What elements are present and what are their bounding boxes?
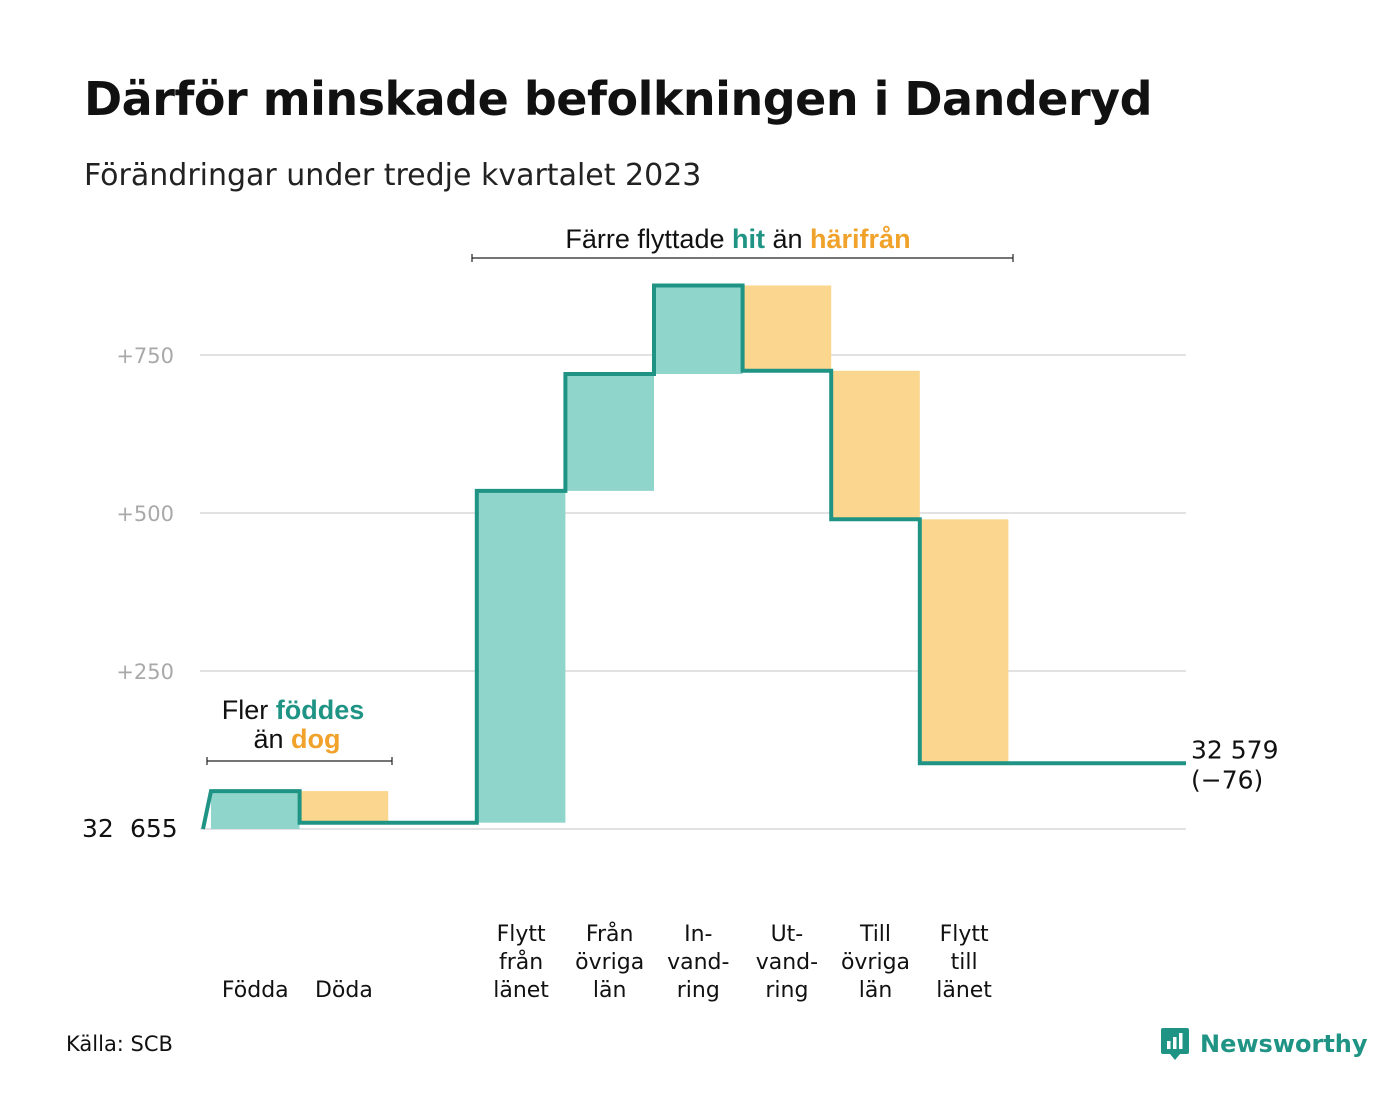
category-label: Döda xyxy=(315,978,373,1003)
y-tick-label: +500 xyxy=(116,502,174,526)
category-label: Till xyxy=(859,922,891,947)
category-label: In- xyxy=(684,922,712,947)
end-value-label: 32 579 xyxy=(1191,735,1278,764)
annotation-part: härifrån xyxy=(810,224,911,254)
brand-logo: Newsworthy xyxy=(1160,1026,1368,1062)
annotation-part: Färre flyttade xyxy=(565,224,732,254)
category-label: ring xyxy=(677,978,720,1003)
decrease-bar xyxy=(831,370,920,520)
start-value-label: 655 xyxy=(130,814,178,843)
category-label: länet xyxy=(493,978,549,1003)
category-label: län xyxy=(593,978,627,1003)
source-note: Källa: SCB xyxy=(66,1032,173,1056)
increase-bar xyxy=(476,490,566,823)
category-label: Födda xyxy=(222,978,289,1003)
increase-bar xyxy=(565,373,654,491)
decrease-bar xyxy=(919,519,1009,764)
annotation-part: än xyxy=(253,724,291,754)
annotation-births-line1: Fler föddes xyxy=(222,695,365,725)
start-value-label: 32 xyxy=(82,814,114,843)
category-label: ring xyxy=(765,978,808,1003)
decrease-bar xyxy=(299,791,389,823)
cumulative-step-line xyxy=(201,283,1186,830)
category-label: vand- xyxy=(756,950,818,975)
chart-subtitle: Förändringar under tredje kvartalet 2023 xyxy=(84,158,702,193)
category-label: till xyxy=(951,950,978,975)
category-label: Ut- xyxy=(771,922,804,947)
decrease-bar xyxy=(742,285,832,371)
annotation-migration: Färre flyttade hit än härifrån xyxy=(565,224,910,254)
y-tick-label: +750 xyxy=(116,344,174,368)
annotation-part: dog xyxy=(291,724,340,754)
brand-name: Newsworthy xyxy=(1200,1030,1368,1058)
newsworthy-logo-icon xyxy=(1161,1028,1189,1060)
annotation-part: hit xyxy=(732,224,765,254)
category-label: län xyxy=(859,978,893,1003)
increase-bar xyxy=(654,285,743,374)
annotation-part: än xyxy=(765,224,810,254)
category-label: övriga xyxy=(841,950,910,975)
category-label: från xyxy=(499,949,543,975)
chart-title: Därför minskade befolkningen i Danderyd xyxy=(84,72,1153,126)
category-label: länet xyxy=(936,978,992,1003)
y-tick-label: +250 xyxy=(116,660,174,684)
end-change-label: (−76) xyxy=(1191,765,1263,794)
category-label: vand- xyxy=(667,950,729,975)
category-label: Flytt xyxy=(940,922,989,947)
annotation-part: föddes xyxy=(276,695,365,725)
category-label: Flytt xyxy=(497,922,546,947)
increase-bar xyxy=(211,791,300,829)
category-label: övriga xyxy=(575,950,644,975)
annotation-births-line2: än dog xyxy=(253,724,340,754)
annotation-part: Fler xyxy=(222,695,276,725)
category-label: Från xyxy=(586,921,634,947)
